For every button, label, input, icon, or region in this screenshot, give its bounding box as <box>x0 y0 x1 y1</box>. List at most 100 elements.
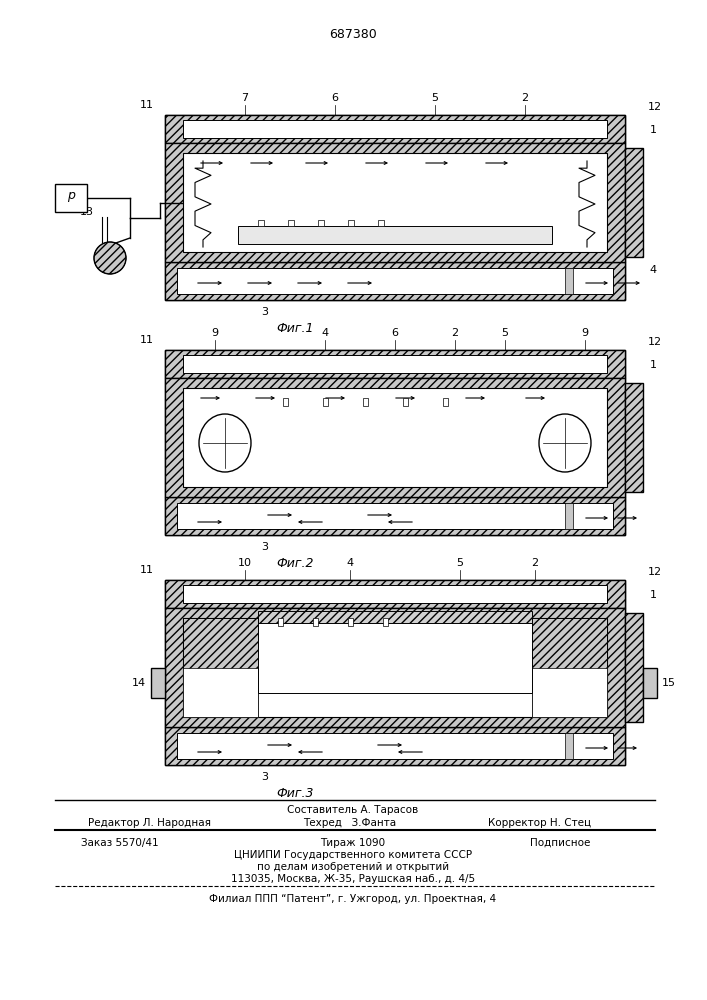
Bar <box>183 120 607 138</box>
Text: 4: 4 <box>650 265 657 275</box>
Text: Фиг.1: Фиг.1 <box>276 322 314 335</box>
Bar <box>183 668 258 717</box>
Bar <box>565 503 573 529</box>
Bar <box>625 383 643 492</box>
Bar <box>165 580 625 608</box>
Text: 9: 9 <box>211 328 218 338</box>
Text: 1: 1 <box>650 590 657 600</box>
Bar <box>363 398 368 406</box>
Bar <box>165 115 625 300</box>
Text: 6: 6 <box>392 328 399 338</box>
Text: 3: 3 <box>262 772 269 782</box>
Bar <box>258 618 532 693</box>
Bar <box>283 398 288 406</box>
Text: 6: 6 <box>332 93 339 103</box>
Text: 11: 11 <box>140 335 154 345</box>
Bar <box>403 398 408 406</box>
Circle shape <box>94 242 126 274</box>
Bar <box>165 727 625 765</box>
Bar <box>318 220 324 226</box>
Text: ЦНИИПИ Государственного комитета СССР: ЦНИИПИ Государственного комитета СССР <box>234 850 472 860</box>
Text: Техред   З.Фанта: Техред З.Фанта <box>303 818 397 828</box>
Text: 5: 5 <box>457 558 464 568</box>
Bar <box>183 388 607 487</box>
Bar <box>183 355 607 373</box>
Bar <box>151 668 165 698</box>
Text: 2: 2 <box>522 93 529 103</box>
Bar <box>165 262 625 300</box>
Text: 11: 11 <box>140 100 154 110</box>
Text: 1: 1 <box>650 125 657 135</box>
Bar <box>625 613 643 722</box>
Text: 11: 11 <box>140 565 154 575</box>
Bar <box>238 226 552 244</box>
Bar <box>532 618 607 717</box>
Text: 1: 1 <box>650 360 657 370</box>
Bar <box>378 220 384 226</box>
Text: Корректор Н. Стец: Корректор Н. Стец <box>489 818 592 828</box>
Text: 10: 10 <box>238 558 252 568</box>
Bar <box>165 143 625 262</box>
Bar <box>625 148 643 257</box>
Text: Филиал ППП “Патент”, г. Ужгород, ул. Проектная, 4: Филиал ППП “Патент”, г. Ужгород, ул. Про… <box>209 894 496 904</box>
Bar <box>532 668 607 717</box>
Bar <box>383 618 388 626</box>
Text: р: р <box>67 190 75 202</box>
Bar <box>348 220 354 226</box>
Bar <box>165 350 625 535</box>
Text: Заказ 5570/41: Заказ 5570/41 <box>81 838 159 848</box>
Bar <box>565 733 573 759</box>
Text: Фиг.2: Фиг.2 <box>276 557 314 570</box>
Text: Фиг.3: Фиг.3 <box>276 787 314 800</box>
Text: 4: 4 <box>346 558 354 568</box>
Text: 15: 15 <box>662 678 676 688</box>
Text: 14: 14 <box>132 678 146 688</box>
Bar <box>278 618 283 626</box>
Bar <box>165 378 625 497</box>
Bar <box>165 580 625 765</box>
Text: Редактор Л. Народная: Редактор Л. Народная <box>88 818 211 828</box>
Text: 7: 7 <box>241 93 249 103</box>
Bar <box>165 350 625 378</box>
Text: 5: 5 <box>501 328 508 338</box>
Bar <box>183 618 258 717</box>
Bar <box>165 497 625 535</box>
Bar <box>177 503 613 529</box>
Bar <box>313 618 318 626</box>
Text: 687380: 687380 <box>329 28 377 41</box>
Text: Тираж 1090: Тираж 1090 <box>320 838 385 848</box>
Bar <box>183 585 607 603</box>
Text: 2: 2 <box>532 558 539 568</box>
Text: 12: 12 <box>648 567 662 577</box>
Text: 2: 2 <box>452 328 459 338</box>
Text: 5: 5 <box>431 93 438 103</box>
Ellipse shape <box>199 414 251 472</box>
Bar <box>183 618 607 717</box>
Text: по делам изобретений и открытий: по делам изобретений и открытий <box>257 862 449 872</box>
Bar <box>258 611 532 623</box>
Text: Подписное: Подписное <box>530 838 590 848</box>
Bar <box>258 220 264 226</box>
Bar <box>183 153 607 252</box>
Text: 12: 12 <box>648 102 662 112</box>
Text: 13: 13 <box>80 207 94 217</box>
Text: 3: 3 <box>262 307 269 317</box>
Text: 3: 3 <box>262 542 269 552</box>
Bar <box>565 268 573 294</box>
Text: 4: 4 <box>322 328 329 338</box>
Text: Составитель А. Тарасов: Составитель А. Тарасов <box>287 805 419 815</box>
Bar <box>288 220 294 226</box>
Bar <box>323 398 328 406</box>
Bar <box>55 184 87 212</box>
Bar <box>348 618 353 626</box>
Ellipse shape <box>539 414 591 472</box>
Text: 12: 12 <box>648 337 662 347</box>
Bar <box>165 608 625 727</box>
Bar <box>177 268 613 294</box>
Bar <box>443 398 448 406</box>
Text: 9: 9 <box>581 328 588 338</box>
Bar <box>165 115 625 143</box>
Bar <box>177 733 613 759</box>
Text: 113035, Москва, Ж-35, Раушская наб., д. 4/5: 113035, Москва, Ж-35, Раушская наб., д. … <box>231 874 475 884</box>
Bar <box>643 668 657 698</box>
